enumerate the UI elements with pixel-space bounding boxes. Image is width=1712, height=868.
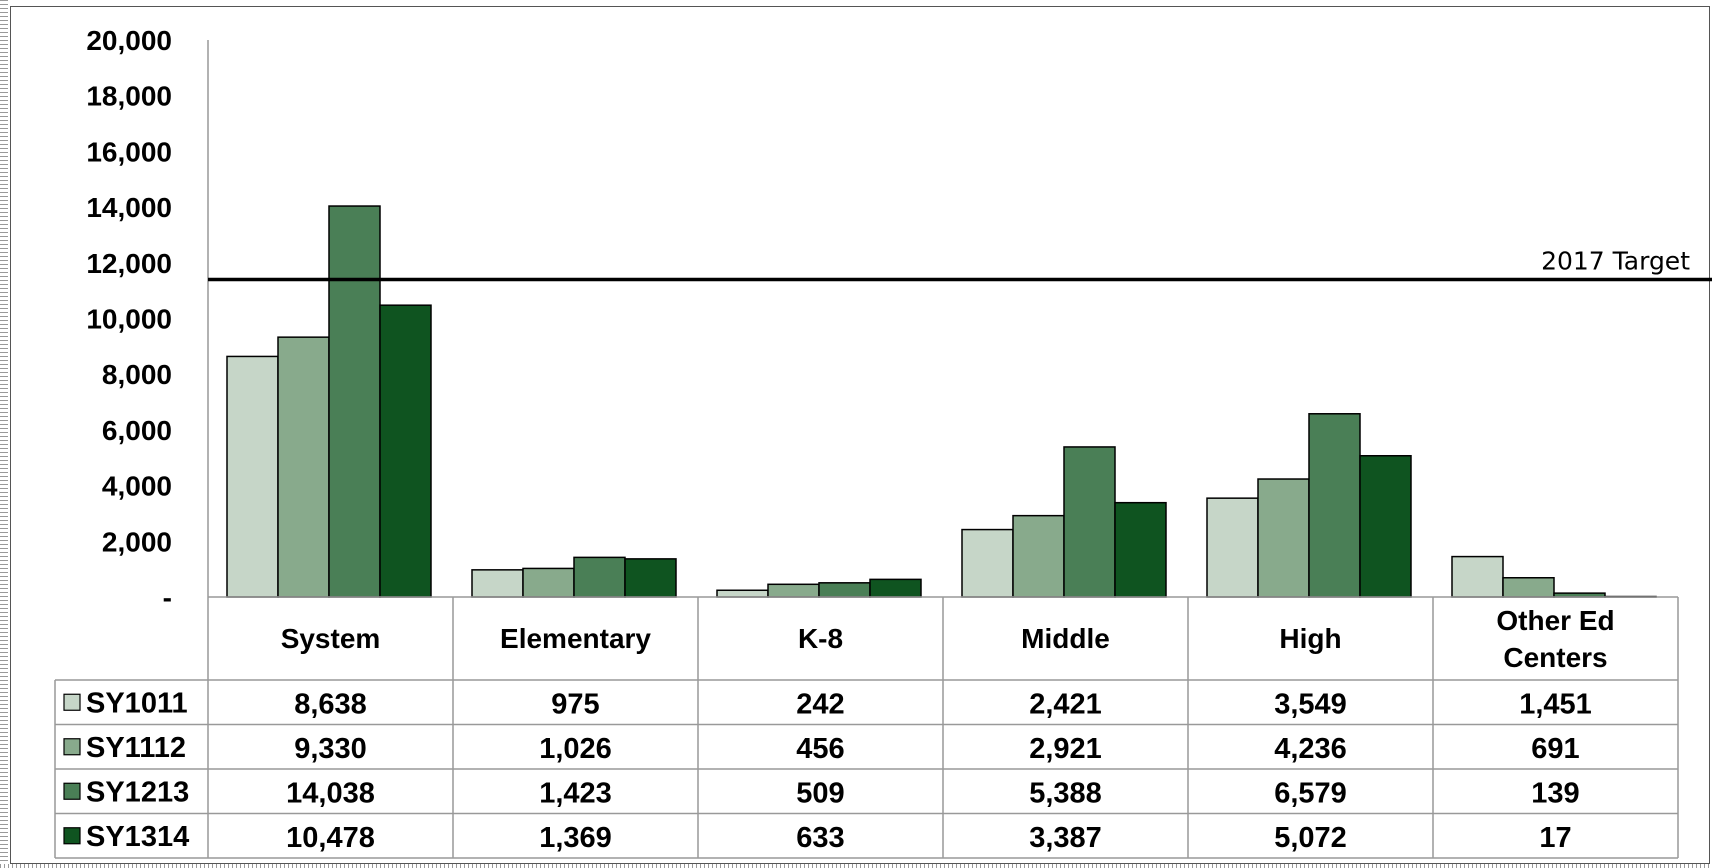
bar-sy1011-0 [226,355,279,598]
frame-edge-left [0,0,8,868]
legend-label-sy1314: SY1314 [86,821,189,853]
y-tick-label: 16,000 [86,136,172,167]
bar-sy1011-1 [471,569,524,598]
bar-sy1011-3 [961,528,1014,598]
data-label: 10,478 [286,822,375,854]
y-tick-label: 6,000 [102,415,172,446]
legend-label-sy1112: SY1112 [86,732,186,764]
bar-sy1112-4 [1257,478,1310,598]
y-tick-label: 20,000 [86,25,172,56]
bar-sy1112-3 [1012,514,1065,598]
data-label: 1,026 [539,733,612,765]
legend-label-sy1213: SY1213 [86,776,189,808]
category-label: Centers [1503,642,1607,673]
y-tick-label: 14,000 [86,192,172,223]
bar-sy1213-4 [1308,413,1361,598]
bar-sy1213-3 [1063,446,1116,598]
data-label: 17 [1539,822,1571,854]
data-label: 9,330 [294,733,367,765]
category-label: Middle [1021,623,1110,654]
bar-sy1314-0 [379,304,432,598]
data-label: 8,638 [294,688,367,720]
data-label: 2,421 [1029,688,1102,720]
y-tick-label: 4,000 [102,471,172,502]
data-label: 691 [1531,733,1579,765]
y-tick-label: 12,000 [86,248,172,279]
bar-sy1112-0 [277,336,330,598]
category-label: Other Ed [1496,605,1614,636]
data-label: 5,388 [1029,777,1102,809]
legend-swatch-sy1011 [63,693,81,711]
bar-sy1314-1 [624,558,677,598]
data-label: 242 [796,688,844,720]
y-tick-label: 10,000 [86,304,172,335]
data-label: 2,921 [1029,733,1102,765]
data-label: 1,451 [1519,688,1592,720]
y-axis: - 2,000 4,000 6,000 8,000 10,000 12,000 14,000 1… [86,25,209,613]
y-tick-label: 2,000 [102,526,172,557]
bar-sy1213-1 [573,556,626,598]
bar-sy1011-5 [1451,555,1504,598]
category-label: K-8 [798,623,843,654]
data-label: 4,236 [1274,733,1347,765]
data-label: 139 [1531,777,1579,809]
category-label: High [1279,623,1341,654]
legend-label-sy1011: SY1011 [86,687,188,719]
data-label: 1,423 [539,777,612,809]
bar-sy1011-2 [716,589,769,598]
bar-sy1112-2 [767,583,820,598]
data-label: 509 [796,777,844,809]
bar-sy1314-2 [869,578,922,598]
data-label: 975 [551,688,599,720]
target-line-group: 2017 Target [208,247,1712,282]
data-label: 1,369 [539,822,612,854]
data-label: 14,038 [286,777,375,809]
bar-sy1112-1 [522,567,575,598]
data-label: 5,072 [1274,822,1347,854]
bar-sy1213-2 [818,582,871,598]
legend-swatch-sy1213 [63,782,81,800]
chart-frame [10,6,1710,864]
y-tick-label: 18,000 [86,81,172,112]
bar-sy1314-3 [1114,501,1167,598]
legend-swatch-sy1112 [63,738,81,756]
data-label: 456 [796,733,844,765]
category-label: System [281,623,381,654]
legend-swatch-sy1314 [63,827,81,845]
target-label: 2017 Target [1541,247,1690,276]
data-label: 3,549 [1274,688,1347,720]
category-label: Elementary [500,623,651,654]
bar-sy1011-4 [1206,497,1259,598]
bar-series [226,205,1657,598]
frame-edge-bottom [0,864,1712,868]
data-table: System Elementary K-8 Middle High Other Ed Cen… [54,596,1679,859]
bar-sy1314-4 [1359,454,1412,598]
bar-sy1112-5 [1502,577,1555,598]
bar-sy1213-0 [328,205,381,598]
y-tick-label: 8,000 [102,359,172,390]
data-label: 6,579 [1274,777,1347,809]
y-tick-label: - [163,582,172,613]
data-label: 3,387 [1029,822,1102,854]
data-label: 633 [796,822,844,854]
